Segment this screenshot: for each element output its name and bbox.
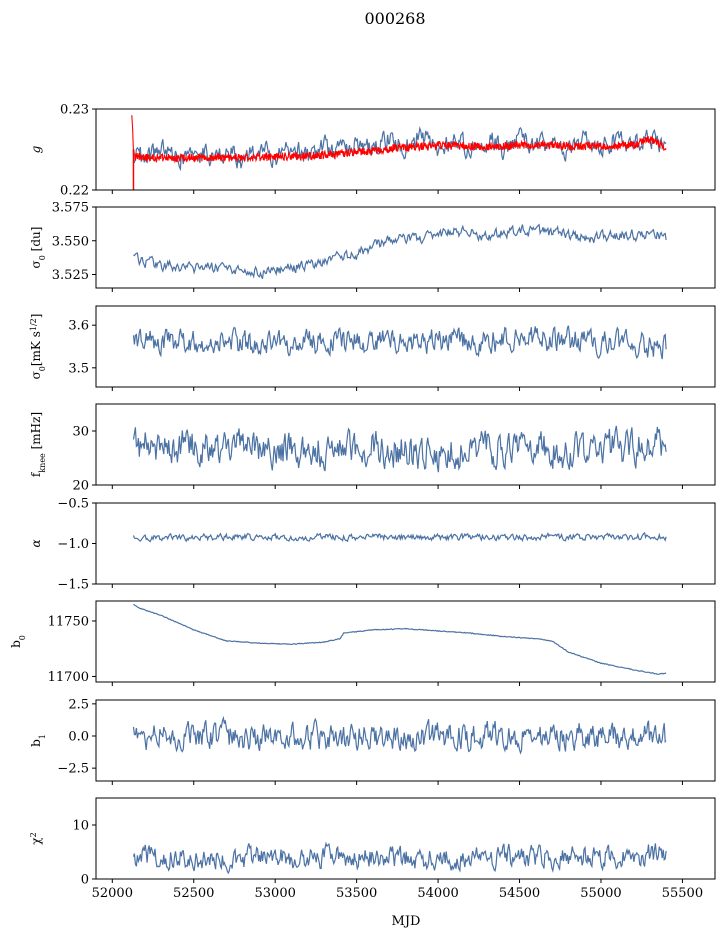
y-tick-label-panel-1: 0.22 <box>60 184 89 199</box>
x-tick-label: 54000 <box>417 886 458 901</box>
y-axis-label-panel-1: g <box>29 145 43 153</box>
x-tick-label: 55500 <box>662 886 703 901</box>
y-tick-label-panel-5: −1.0 <box>57 537 89 552</box>
panel-1: 0.22 0.23 g <box>29 103 716 199</box>
y-axis-label-panel-8: χ2 <box>29 832 44 844</box>
axes-frame-panel-8 <box>95 797 716 880</box>
y-tick-label-panel-8: 10 <box>72 819 89 834</box>
y-tick-label-panel-3: 3.6 <box>68 319 89 334</box>
y-tick-label-panel-7: 0.0 <box>68 730 89 745</box>
series-line-panel-1-2 <box>131 115 667 164</box>
y-tick-label-panel-5: −0.5 <box>57 497 89 512</box>
y-tick-label-panel-2: 3.575 <box>52 201 89 216</box>
y-tick-label-panel-2: 3.550 <box>52 234 89 249</box>
y-tick-label-panel-4: 20 <box>72 479 89 494</box>
x-tick-label: 53000 <box>255 886 296 901</box>
series-line-panel-1-1 <box>133 126 667 172</box>
y-tick-label-panel-7: 2.5 <box>68 697 89 712</box>
y-tick-label-panel-2: 3.525 <box>52 268 89 283</box>
x-tick-label: 52500 <box>173 886 214 901</box>
series-line-panel-2-1 <box>133 223 667 280</box>
series-line-panel-6-1 <box>133 603 667 675</box>
y-tick-label-panel-8: 0 <box>81 873 89 888</box>
y-axis-label-panel-2: σ0 [du] <box>29 227 47 269</box>
axes-frame-panel-1 <box>95 108 716 191</box>
x-tick-label: 53500 <box>336 886 377 901</box>
panel-7: −2.5 0.0 2.5 b1 <box>29 697 716 785</box>
series-line-panel-4-1 <box>132 425 667 473</box>
y-tick-label-panel-5: −1.5 <box>57 578 89 593</box>
panel-5: −1.5 −1.0 −0.5 α <box>29 497 716 593</box>
series-line-panel-5-1 <box>132 531 667 543</box>
x-tick-label: 55000 <box>580 886 621 901</box>
figure-title: 000268 <box>364 9 425 28</box>
axes-frame-panel-3 <box>95 305 716 388</box>
panel-4: 20 30 fknee [mHz] <box>29 403 716 494</box>
y-tick-label-panel-3: 3.5 <box>68 361 89 376</box>
axes-frame-panel-2 <box>95 206 716 289</box>
y-tick-label-panel-1: 0.23 <box>60 103 89 118</box>
axes-frame-panel-5 <box>95 502 716 585</box>
axes-frame-panel-4 <box>95 403 716 486</box>
y-tick-label-panel-7: −2.5 <box>57 762 89 777</box>
x-tick-label: 52000 <box>92 886 133 901</box>
panel-8: 52000 52500 53000 53500 54000 54500 55000 55500… <box>29 797 716 901</box>
y-axis-label-panel-5: α <box>29 539 43 547</box>
panel-2: 3.525 3.550 3.575 σ0 [du] <box>29 201 716 292</box>
y-axis-label-panel-4: fknee [mHz] <box>29 412 47 477</box>
x-tick-label: 54500 <box>499 886 540 901</box>
y-axis-label-panel-6: b0 <box>9 635 27 648</box>
series-line-panel-7-1 <box>132 715 667 755</box>
axes-frame-panel-7 <box>95 699 716 782</box>
y-tick-label-panel-6: 11750 <box>48 614 89 629</box>
axes-frame-panel-6 <box>95 600 716 683</box>
x-axis-label: MJD <box>392 914 421 929</box>
panel-3: 3.5 3.6 σ0[mK s1/2] <box>29 305 716 391</box>
y-tick-label-panel-4: 30 <box>72 425 89 440</box>
panel-6: 11700 11750 b0 <box>9 600 716 686</box>
y-axis-label-panel-3: σ0[mK s1/2] <box>29 314 47 380</box>
series-line-panel-3-1 <box>132 325 667 360</box>
series-line-panel-8-1 <box>132 841 667 875</box>
y-tick-label-panel-6: 11700 <box>48 670 89 685</box>
y-axis-label-panel-7: b1 <box>29 734 47 747</box>
